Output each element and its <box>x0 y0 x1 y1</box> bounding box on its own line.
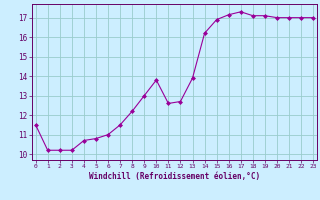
X-axis label: Windchill (Refroidissement éolien,°C): Windchill (Refroidissement éolien,°C) <box>89 172 260 181</box>
